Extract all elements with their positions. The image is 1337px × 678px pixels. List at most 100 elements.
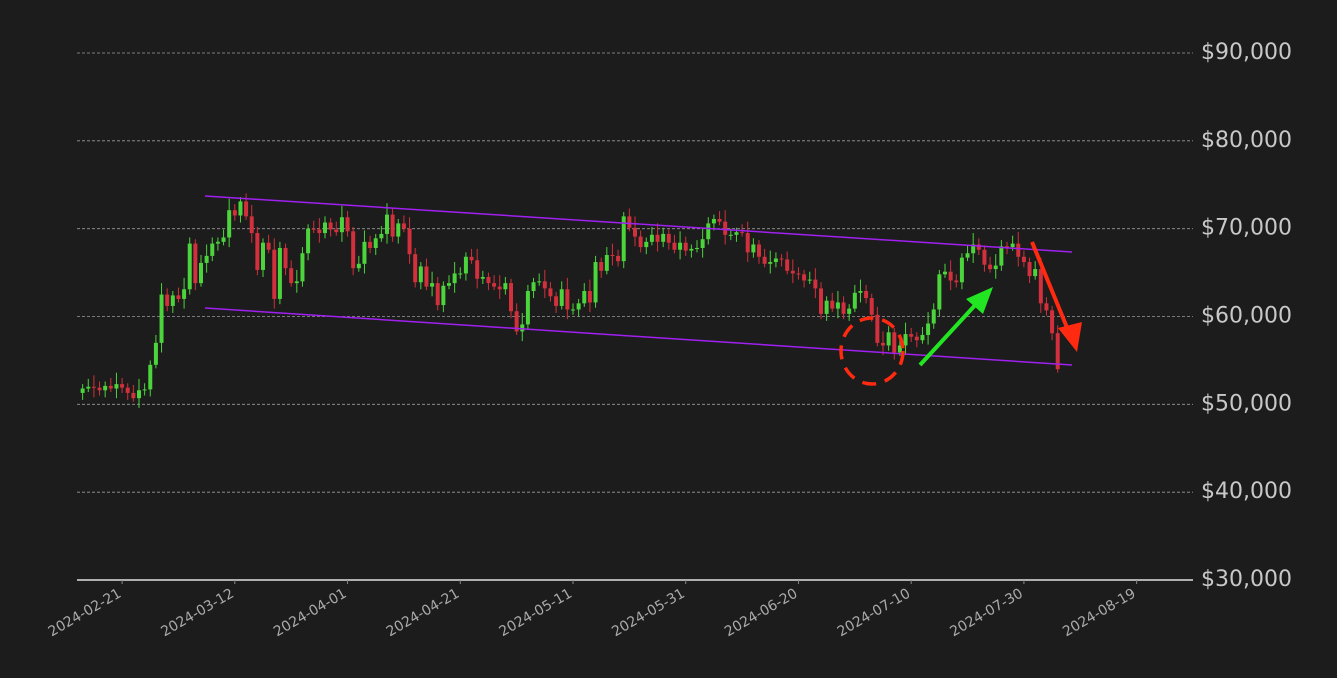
candle-body xyxy=(627,216,632,228)
candle-body xyxy=(170,295,175,306)
candle-body xyxy=(441,285,446,306)
candle-body xyxy=(187,243,192,290)
candle-body xyxy=(91,386,96,388)
candle-body xyxy=(616,255,621,262)
candle-body xyxy=(435,283,440,306)
candle-body xyxy=(328,222,333,230)
candle-body xyxy=(221,237,226,242)
candle-body xyxy=(790,270,795,274)
candle-body xyxy=(351,231,356,269)
arrow-shaft xyxy=(918,300,980,367)
candle-body xyxy=(948,271,953,281)
candle-body xyxy=(734,232,739,235)
candle-body xyxy=(475,260,480,279)
candle-body xyxy=(875,314,880,343)
candle-body xyxy=(740,232,745,234)
candle-body xyxy=(148,364,153,390)
candle-body xyxy=(1016,243,1021,257)
candle-body xyxy=(520,324,525,332)
candle-body xyxy=(914,336,919,341)
candle-body xyxy=(706,223,711,240)
candle-body xyxy=(131,392,136,399)
candle-body xyxy=(813,279,818,289)
candle-body xyxy=(294,281,299,284)
candle-body xyxy=(633,227,637,237)
candle-body xyxy=(480,276,485,279)
candle-body xyxy=(723,221,728,235)
candle-body xyxy=(159,294,164,343)
candle-body xyxy=(447,283,451,286)
candle-body xyxy=(965,253,970,258)
candle-body xyxy=(604,255,609,271)
candle-body xyxy=(610,255,615,257)
candle-body xyxy=(796,273,801,275)
candle-body xyxy=(711,219,716,224)
candle-body xyxy=(621,216,626,262)
candle-body xyxy=(125,387,130,393)
candle-body xyxy=(943,271,947,275)
candle-body xyxy=(785,259,790,271)
candle-body xyxy=(864,291,869,299)
candle-body xyxy=(469,256,474,261)
arrow-head xyxy=(1058,322,1082,352)
candle-body xyxy=(897,345,902,353)
candle-body xyxy=(390,214,395,237)
y-tick-label: $50,000 xyxy=(1201,391,1292,416)
candle-body xyxy=(97,387,102,391)
candle-body xyxy=(638,236,643,248)
candle-body xyxy=(1055,333,1060,370)
candle-body xyxy=(717,219,722,222)
candle-body xyxy=(514,311,519,332)
candle-body xyxy=(841,302,846,314)
candle-body xyxy=(289,268,294,284)
candle-body xyxy=(661,233,666,242)
candle-body xyxy=(655,234,660,242)
candle-body xyxy=(300,253,305,282)
candle-body xyxy=(847,308,852,314)
candle-body xyxy=(988,264,993,270)
candle-body xyxy=(227,210,232,238)
candle-body xyxy=(700,239,705,248)
candle-body xyxy=(509,283,513,312)
candle-body xyxy=(266,242,271,250)
candle-body xyxy=(238,201,243,216)
candle-body xyxy=(396,223,401,237)
candle-body xyxy=(356,263,361,269)
candle-body xyxy=(548,288,553,297)
candle-body xyxy=(277,247,282,299)
candle-body xyxy=(1005,246,1009,248)
arrow-head xyxy=(966,287,993,314)
candle-body xyxy=(120,384,125,388)
candle-body xyxy=(751,244,756,253)
candle-body xyxy=(362,241,367,264)
candle-body xyxy=(959,257,964,283)
candle-body xyxy=(982,249,987,265)
candle-body xyxy=(999,246,1004,266)
candle-body xyxy=(672,242,677,250)
candle-body xyxy=(334,229,339,233)
candle-body xyxy=(892,332,897,353)
candle-body xyxy=(424,266,429,287)
candle-body xyxy=(931,309,936,324)
candle-body xyxy=(503,283,508,290)
candle-body xyxy=(142,389,147,391)
candle-body xyxy=(678,242,683,250)
candle-body xyxy=(807,279,812,281)
candle-body xyxy=(858,291,863,293)
candle-body xyxy=(537,281,542,283)
candle-body xyxy=(852,292,857,309)
y-tick-label: $40,000 xyxy=(1201,479,1292,504)
candle-body xyxy=(165,294,170,306)
candle-body xyxy=(215,241,220,244)
candle-body xyxy=(452,273,457,284)
candle-body xyxy=(176,295,181,299)
candle-body xyxy=(137,390,141,399)
candle-body xyxy=(909,334,914,337)
candle-body xyxy=(407,228,412,255)
candle-body xyxy=(683,242,688,251)
candle-body xyxy=(323,222,327,234)
candle-body xyxy=(418,266,423,283)
candle-body xyxy=(819,288,823,314)
arrow-shaft xyxy=(1030,241,1070,331)
candle-body xyxy=(345,217,350,232)
